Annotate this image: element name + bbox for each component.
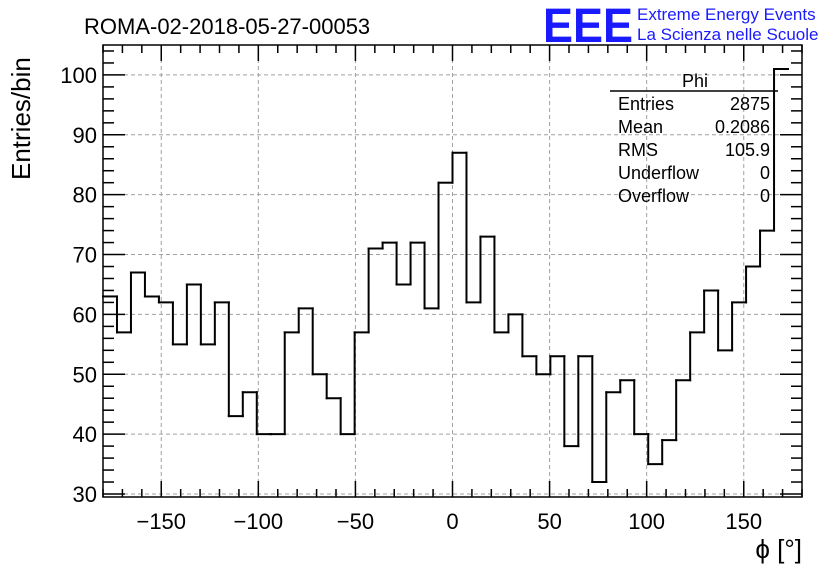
x-axis-ticks: −150 −100 −50 0 50 100 150 xyxy=(102,45,803,534)
eee-logo-mark: EEE xyxy=(543,0,633,53)
eee-logo-line2: La Scienza nelle Scuole xyxy=(637,25,818,44)
stats-title: Phi xyxy=(682,71,708,91)
y-axis-ticks: 30 40 50 60 70 80 90 100 xyxy=(60,50,802,507)
x-tick-label: 0 xyxy=(446,509,458,534)
x-tick-label: 100 xyxy=(628,509,665,534)
y-tick-label: 90 xyxy=(73,123,97,148)
stats-mean-label: Mean xyxy=(618,117,663,137)
stats-mean-value: 0.2086 xyxy=(715,117,770,137)
y-axis-label: Entries/bin xyxy=(6,57,36,180)
stats-box: Phi Entries 2875 Mean 0.2086 RMS 105.9 U… xyxy=(610,71,778,206)
y-tick-label: 80 xyxy=(73,183,97,208)
x-tick-label: 150 xyxy=(725,509,762,534)
stats-underflow-value: 0 xyxy=(760,163,770,183)
grid-lines xyxy=(103,45,802,497)
x-axis-label: ϕ [°] xyxy=(755,534,802,564)
x-tick-label: 50 xyxy=(537,509,561,534)
chart-title: ROMA-02-2018-05-27-00053 xyxy=(84,14,370,39)
stats-overflow-label: Overflow xyxy=(618,186,690,206)
stats-rms-label: RMS xyxy=(618,140,658,160)
stats-entries-label: Entries xyxy=(618,94,674,114)
x-tick-label: −100 xyxy=(234,509,284,534)
y-tick-label: 30 xyxy=(73,482,97,507)
eee-logo-line1: Extreme Energy Events xyxy=(637,5,816,24)
x-tick-label: −150 xyxy=(136,509,186,534)
x-tick-label: −50 xyxy=(337,509,374,534)
eee-logo: EEE Extreme Energy Events La Scienza nel… xyxy=(543,0,818,53)
stats-overflow-value: 0 xyxy=(760,186,770,206)
stats-underflow-label: Underflow xyxy=(618,163,700,183)
y-tick-label: 60 xyxy=(73,302,97,327)
stats-entries-value: 2875 xyxy=(730,94,770,114)
y-tick-label: 50 xyxy=(73,362,97,387)
y-tick-label: 100 xyxy=(60,63,97,88)
stats-rms-value: 105.9 xyxy=(725,140,770,160)
histogram-series xyxy=(102,67,790,484)
y-tick-label: 40 xyxy=(73,422,97,447)
y-tick-label: 70 xyxy=(73,243,97,268)
